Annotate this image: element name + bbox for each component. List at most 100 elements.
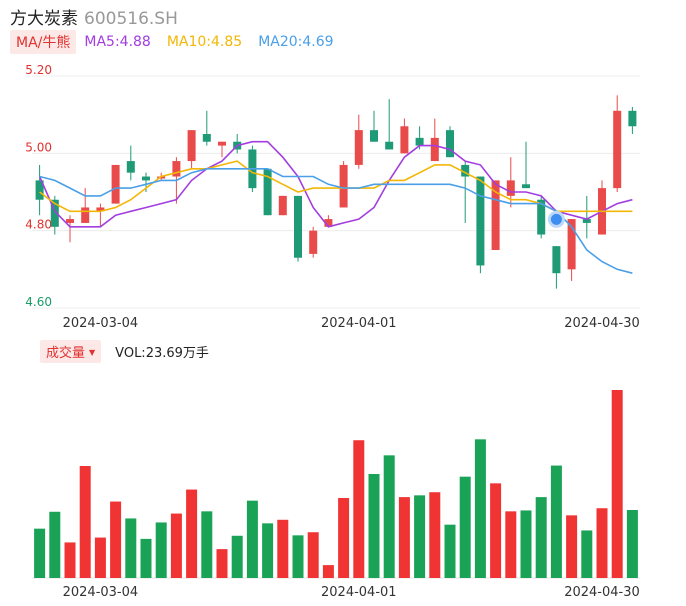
- volume-bar: [398, 497, 410, 578]
- y-tick-label: 5.00: [25, 140, 52, 154]
- volume-bar: [429, 492, 441, 578]
- candle-body: [66, 219, 74, 223]
- stock-code: 600516.SH: [84, 9, 178, 29]
- volume-tag-label: 成交量: [46, 345, 86, 361]
- candle-body: [324, 219, 333, 227]
- candle-body: [309, 230, 318, 254]
- candle-body: [430, 137, 439, 162]
- volume-bar: [277, 519, 289, 578]
- volume-bar: [125, 518, 137, 578]
- candle-body: [476, 176, 485, 266]
- volume-bar: [444, 524, 456, 578]
- y-tick-label: 4.60: [25, 295, 52, 309]
- volume-bar: [170, 513, 182, 578]
- candle-body: [35, 180, 44, 200]
- candle-body: [294, 195, 302, 258]
- candle-body: [385, 141, 394, 150]
- volume-bar: [262, 523, 274, 578]
- candle-body: [157, 176, 166, 179]
- x-tick-label: 2024-04-01: [321, 316, 397, 331]
- candle-body: [446, 130, 454, 158]
- candle-body: [142, 176, 150, 181]
- volume-indicator-selector[interactable]: 成交量 ▼: [40, 339, 102, 363]
- candle-body: [400, 126, 409, 154]
- ma10-legend: MA10:4.85: [166, 34, 243, 50]
- candle-body: [81, 207, 90, 223]
- volume-bar: [110, 501, 122, 578]
- x-tick-label: 2024-03-04: [63, 316, 139, 331]
- volume-bar: [611, 390, 623, 578]
- ma20-line: [39, 168, 633, 274]
- candle-body: [339, 164, 348, 208]
- candle-body: [278, 195, 287, 216]
- signal-marker-icon: [547, 210, 565, 228]
- volume-bar: [414, 495, 426, 578]
- volume-bar: [550, 465, 562, 578]
- ma-legend: MA/牛熊 MA5:4.88 MA10:4.85 MA20:4.69: [10, 30, 350, 54]
- volume-legend: 成交量 ▼ VOL:23.69万手: [40, 339, 209, 363]
- ma5-line: [38, 140, 633, 228]
- candle-body: [537, 199, 546, 235]
- volume-bar: [474, 439, 486, 578]
- candle-body: [111, 164, 120, 204]
- candle-body: [491, 180, 500, 250]
- volume-x-tick-label: 2024-04-01: [321, 585, 397, 600]
- ma10-line: [39, 160, 633, 213]
- candle-body: [187, 130, 196, 162]
- volume-bar: [49, 511, 61, 578]
- volume-bar: [246, 500, 258, 578]
- candle-body: [96, 207, 105, 212]
- ma-indicator-selector[interactable]: MA/牛熊: [10, 30, 77, 54]
- volume-bar: [368, 474, 380, 578]
- candle-body: [354, 130, 363, 165]
- dropdown-caret-icon: ▼: [89, 347, 96, 357]
- candle-body: [263, 168, 272, 216]
- volume-bar: [383, 455, 395, 578]
- candle-body: [506, 180, 515, 196]
- y-tick-label: 4.80: [25, 218, 52, 232]
- ma5-legend: MA5:4.88: [84, 34, 151, 50]
- candle-body: [461, 164, 470, 177]
- volume-bar: [201, 511, 213, 578]
- candle-body: [370, 130, 378, 142]
- volume-bar: [626, 510, 638, 578]
- volume-bar: [307, 532, 319, 578]
- volume-bar: [353, 440, 365, 578]
- volume-bar: [338, 498, 350, 578]
- volume-bar: [520, 510, 532, 578]
- volume-bar: [216, 549, 228, 578]
- volume-bar: [79, 466, 91, 578]
- volume-bar: [155, 522, 167, 578]
- ma20-legend: MA20:4.69: [258, 34, 334, 50]
- volume-bar: [34, 528, 46, 578]
- volume-bar: [64, 542, 76, 578]
- volume-bar: [596, 508, 608, 578]
- x-tick-label: 2024-04-30: [564, 316, 640, 331]
- volume-value: VOL:23.69万手: [115, 345, 209, 361]
- y-tick-label: 5.20: [25, 63, 52, 77]
- candle-body: [613, 110, 622, 189]
- volume-x-tick-label: 2024-03-04: [63, 585, 139, 600]
- volume-bar: [231, 535, 243, 578]
- candle-body: [567, 219, 576, 270]
- candle-body: [628, 110, 637, 127]
- candle-body: [50, 199, 59, 227]
- candle-body: [415, 137, 424, 146]
- candle-body: [552, 246, 561, 274]
- volume-bar: [459, 476, 471, 578]
- volume-bar: [322, 565, 334, 578]
- stock-name: 方大炭素: [10, 9, 78, 29]
- volume-bar: [94, 537, 106, 578]
- volume-bar: [186, 489, 198, 578]
- volume-bar: [535, 497, 547, 578]
- candle-body: [126, 161, 135, 173]
- candle-body: [172, 161, 181, 177]
- volume-bar: [140, 538, 152, 578]
- volume-x-tick-label: 2024-04-30: [564, 585, 640, 600]
- volume-bar: [505, 511, 517, 578]
- candle-body: [582, 219, 591, 223]
- volume-bar: [566, 515, 578, 578]
- candle-body: [522, 184, 530, 189]
- candle-body: [218, 141, 226, 146]
